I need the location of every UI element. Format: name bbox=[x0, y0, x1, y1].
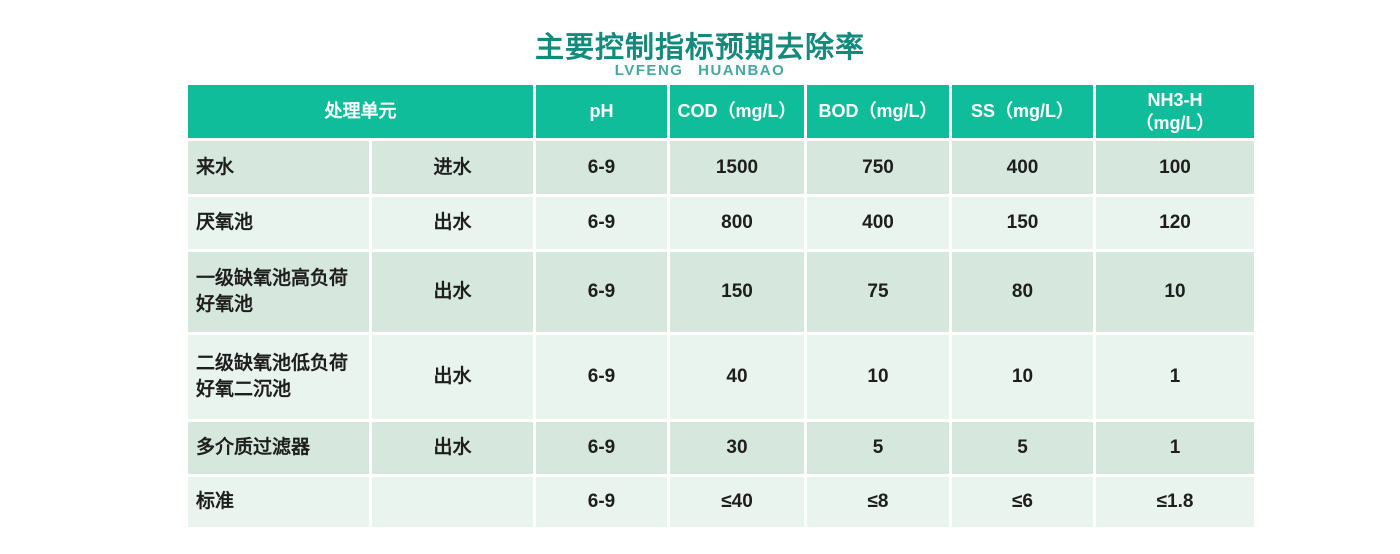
nh3-cell: 10 bbox=[1096, 252, 1254, 332]
ss-cell: 5 bbox=[952, 422, 1093, 474]
header-treatment-unit: 处理单元 bbox=[188, 85, 533, 138]
flow-cell: 进水 bbox=[372, 141, 533, 194]
ss-cell: 400 bbox=[952, 141, 1093, 194]
header-cod: COD（mg/L） bbox=[670, 85, 804, 138]
flow-cell bbox=[372, 477, 533, 527]
unit-cell: 二级缺氧池低负荷 好氧二沉池 bbox=[188, 335, 369, 419]
bod-cell: 10 bbox=[807, 335, 949, 419]
ss-cell: 10 bbox=[952, 335, 1093, 419]
ph-cell: 6-9 bbox=[536, 141, 667, 194]
flow-cell: 出水 bbox=[372, 335, 533, 419]
page-title: 主要控制指标预期去除率 bbox=[534, 32, 865, 64]
flow-cell: 出水 bbox=[372, 197, 533, 249]
unit-cell: 多介质过滤器 bbox=[188, 422, 369, 474]
flow-cell: 出水 bbox=[372, 252, 533, 332]
table-row: 一级缺氧池高负荷 好氧池 出水 6-9 150 75 80 10 bbox=[188, 252, 1254, 332]
ph-cell: 6-9 bbox=[536, 422, 667, 474]
header-nh3h: NH3-H （mg/L） bbox=[1096, 85, 1254, 138]
cod-cell: 150 bbox=[670, 252, 804, 332]
bod-cell: 5 bbox=[807, 422, 949, 474]
cod-cell: 1500 bbox=[670, 141, 804, 194]
cod-cell: 800 bbox=[670, 197, 804, 249]
nh3-cell: 100 bbox=[1096, 141, 1254, 194]
unit-cell: 标准 bbox=[188, 477, 369, 527]
header-ss: SS（mg/L） bbox=[952, 85, 1093, 138]
unit-cell: 来水 bbox=[188, 141, 369, 194]
table-row: 标准 6-9 ≤40 ≤8 ≤6 ≤1.8 bbox=[188, 477, 1254, 527]
header-bod: BOD（mg/L） bbox=[807, 85, 949, 138]
flow-cell: 出水 bbox=[372, 422, 533, 474]
table-header-row: 处理单元 pH COD（mg/L） BOD（mg/L） SS（mg/L） NH3… bbox=[188, 85, 1254, 138]
unit-cell: 一级缺氧池高负荷 好氧池 bbox=[188, 252, 369, 332]
ss-cell: 80 bbox=[952, 252, 1093, 332]
nh3-cell: 1 bbox=[1096, 335, 1254, 419]
page-subtitle: LVFENG HUANBAO bbox=[614, 62, 786, 79]
bod-cell: ≤8 bbox=[807, 477, 949, 527]
unit-cell: 厌氧池 bbox=[188, 197, 369, 249]
ss-cell: 150 bbox=[952, 197, 1093, 249]
nh3-cell: ≤1.8 bbox=[1096, 477, 1254, 527]
bod-cell: 75 bbox=[807, 252, 949, 332]
header-ph: pH bbox=[536, 85, 667, 138]
removal-rate-table: 处理单元 pH COD（mg/L） BOD（mg/L） SS（mg/L） NH3… bbox=[185, 82, 1257, 530]
table-row: 多介质过滤器 出水 6-9 30 5 5 1 bbox=[188, 422, 1254, 474]
ph-cell: 6-9 bbox=[536, 197, 667, 249]
nh3-cell: 120 bbox=[1096, 197, 1254, 249]
table-row: 来水 进水 6-9 1500 750 400 100 bbox=[188, 141, 1254, 194]
ph-cell: 6-9 bbox=[536, 252, 667, 332]
bod-cell: 400 bbox=[807, 197, 949, 249]
cod-cell: ≤40 bbox=[670, 477, 804, 527]
table-row: 厌氧池 出水 6-9 800 400 150 120 bbox=[188, 197, 1254, 249]
cod-cell: 40 bbox=[670, 335, 804, 419]
bod-cell: 750 bbox=[807, 141, 949, 194]
cod-cell: 30 bbox=[670, 422, 804, 474]
ph-cell: 6-9 bbox=[536, 335, 667, 419]
ph-cell: 6-9 bbox=[536, 477, 667, 527]
table-row: 二级缺氧池低负荷 好氧二沉池 出水 6-9 40 10 10 1 bbox=[188, 335, 1254, 419]
ss-cell: ≤6 bbox=[952, 477, 1093, 527]
nh3-cell: 1 bbox=[1096, 422, 1254, 474]
